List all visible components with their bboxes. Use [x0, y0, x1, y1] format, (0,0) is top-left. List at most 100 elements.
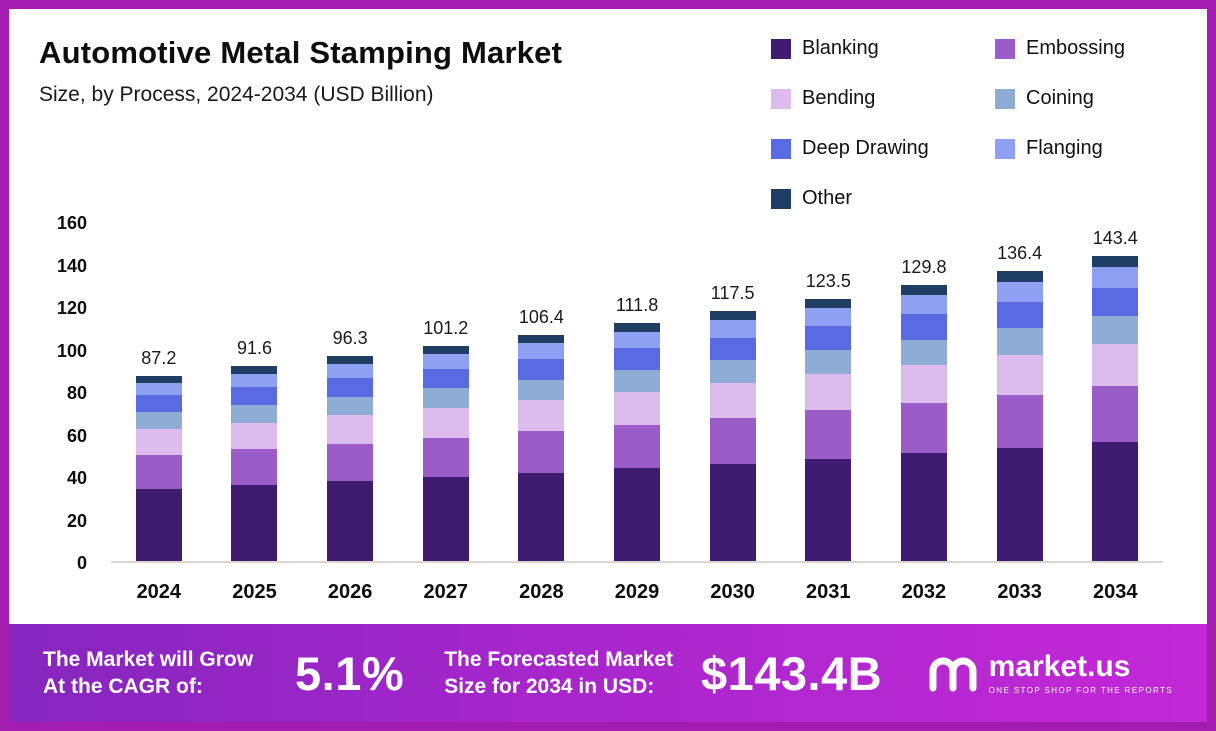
legend-swatch-coining	[995, 88, 1015, 109]
y-axis-label: 140	[56, 255, 87, 276]
bar-segment-blanking	[805, 458, 852, 561]
cagr-value: 5.1%	[295, 646, 405, 700]
bar-segment-deep-drawing	[996, 301, 1043, 329]
bar-segment-deep-drawing	[614, 348, 661, 371]
bar-segment-deep-drawing	[1092, 288, 1139, 317]
bar-segment-embossing	[900, 402, 947, 454]
bar-stack-2029	[614, 323, 661, 561]
brand-logo: market.us ONE STOP SHOP FOR THE REPORTS	[927, 649, 1173, 695]
bar-segment-blanking	[614, 468, 661, 561]
x-axis-label-2024: 2024	[136, 581, 182, 603]
bar-segment-flanging	[996, 281, 1043, 302]
bar-stack-2030	[709, 311, 756, 561]
page-subtitle: Size, by Process, 2024-2034 (USD Billion…	[39, 83, 434, 106]
bar-stack-2031	[805, 298, 852, 561]
legend-label-embossing: Embossing	[1026, 37, 1125, 59]
bar-segment-coining	[422, 388, 469, 409]
bar-column-2028: 106.4	[494, 223, 590, 561]
legend-label-bending: Bending	[802, 87, 876, 109]
x-axis-label-2033: 2033	[997, 581, 1042, 603]
bar-segment-embossing	[518, 431, 565, 473]
brand-name: market.us	[988, 649, 1131, 683]
bar-segment-embossing	[805, 410, 852, 459]
bar-segment-bending	[614, 392, 661, 425]
bar-segment-flanging	[518, 343, 565, 359]
bar-segment-bending	[805, 374, 852, 411]
y-axis-label: 0	[76, 553, 87, 573]
y-axis-label: 160	[56, 213, 87, 233]
bar-segment-coining	[327, 396, 374, 416]
bar-segment-coining	[614, 370, 661, 393]
bar-total-label: 87.2	[141, 347, 177, 368]
forecast-label: The Forecasted Market Size for 2034 in U…	[444, 646, 673, 701]
bar-segment-flanging	[422, 353, 469, 369]
x-axis: 2024 2025 2026 2027 2028 2029 2030 2031 2032 2033…	[111, 581, 1163, 604]
bar-segment-coining	[1092, 316, 1139, 345]
bar-stack-2024	[135, 375, 182, 561]
legend-swatch-blanking	[771, 38, 791, 59]
bar-segment-other	[518, 334, 565, 344]
bar-total-label: 143.4	[1092, 228, 1138, 249]
legend-label-flanging: Flanging	[1026, 137, 1103, 159]
bar-segment-bending	[996, 354, 1043, 395]
x-axis-label-2027: 2027	[423, 581, 468, 603]
bar-segment-blanking	[135, 488, 182, 561]
cagr-label-line2: At the CAGR of:	[43, 675, 203, 698]
bar-segment-flanging	[709, 320, 756, 338]
y-axis-label: 100	[56, 340, 87, 361]
bar-total-label: 101.2	[423, 318, 469, 338]
bar-segment-other	[327, 356, 374, 365]
bar-segment-bending	[709, 383, 756, 418]
bar-segment-other	[614, 323, 661, 332]
bar-segment-other	[996, 271, 1043, 282]
bar-column-2030: 117.5	[685, 223, 781, 561]
bar-segment-flanging	[327, 364, 374, 379]
legend-label-blanking: Blanking	[802, 37, 879, 59]
bar-segment-bending	[422, 408, 469, 438]
y-axis-label: 80	[66, 383, 87, 403]
x-axis-label-2032: 2032	[901, 581, 947, 603]
bar-segment-deep-drawing	[231, 387, 278, 405]
x-axis-label-2029: 2029	[614, 581, 660, 603]
bar-segment-blanking	[422, 477, 469, 561]
legend-swatch-flanging	[995, 138, 1015, 159]
y-axis-label: 60	[66, 425, 87, 446]
bar-total-label: 117.5	[710, 283, 755, 304]
bar-segment-blanking	[1092, 442, 1139, 561]
legend-item-blanking: Blanking	[771, 37, 989, 60]
bar-segment-coining	[518, 379, 565, 401]
header: Automotive Metal Stamping Market Size, b…	[39, 35, 562, 107]
legend-swatch-embossing	[995, 38, 1015, 59]
bar-stack-2033	[996, 271, 1043, 561]
plot-area: 87.2 91.6 96.3 101.2 106.4 111.8 117.5 123.5 129…	[111, 223, 1163, 563]
cagr-label: The Market will Grow At the CAGR of:	[43, 646, 253, 701]
bar-segment-blanking	[900, 453, 947, 561]
legend-swatch-deep-drawing	[771, 138, 791, 159]
bar-segment-deep-drawing	[805, 326, 852, 351]
bar-segment-blanking	[231, 485, 278, 561]
bar-segment-coining	[996, 328, 1043, 355]
bar-segment-other	[231, 366, 278, 374]
bar-column-2029: 111.8	[589, 223, 685, 561]
bar-segment-coining	[709, 360, 756, 384]
legend-swatch-other	[771, 188, 791, 209]
brand-tagline: ONE STOP SHOP FOR THE REPORTS	[988, 685, 1173, 695]
brand-text: market.us ONE STOP SHOP FOR THE REPORTS	[988, 649, 1173, 695]
bar-stack-2028	[518, 334, 565, 561]
bar-column-2033: 136.4	[972, 223, 1068, 561]
bar-segment-other	[900, 285, 947, 296]
marketus-logo-icon	[929, 657, 977, 692]
bar-segment-deep-drawing	[327, 378, 374, 397]
y-axis-label: 120	[56, 298, 87, 318]
bar-segment-bending	[900, 364, 947, 403]
bar-segment-deep-drawing	[900, 314, 947, 340]
bar-column-2024: 87.2	[111, 223, 207, 561]
x-axis-label-2034: 2034	[1092, 581, 1138, 603]
bar-segment-embossing	[135, 454, 182, 489]
legend-item-coining: Coining	[995, 87, 1163, 110]
y-axis-label: 20	[66, 510, 87, 531]
bar-segment-flanging	[614, 331, 661, 349]
legend-item-flanging: Flanging	[995, 137, 1163, 160]
legend-item-bending: Bending	[771, 87, 989, 110]
bar-segment-other	[709, 311, 756, 321]
